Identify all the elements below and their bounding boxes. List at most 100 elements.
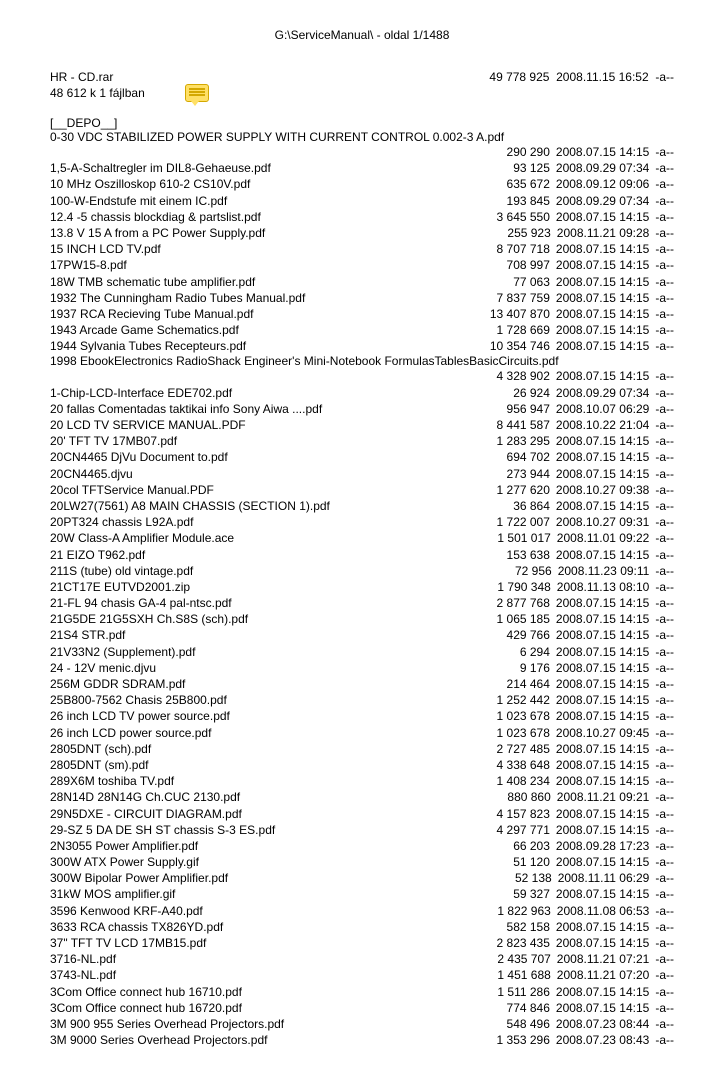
file-date: 2008.07.15 14:15 [556, 241, 649, 257]
file-list: 1-Chip-LCD-Interface EDE702.pdf26 924200… [50, 385, 674, 1049]
file-size: 2 877 768 [232, 595, 556, 611]
file-name: 2805DNT (sm).pdf [50, 757, 148, 773]
file-name: 21S4 STR.pdf [50, 627, 125, 643]
file-attr: -a-- [649, 144, 674, 160]
file-date: 2008.11.21 09:21 [557, 789, 650, 805]
file-attr: -a-- [649, 935, 674, 951]
file-date: 2008.07.15 14:15 [556, 498, 649, 514]
file-attr: -a-- [649, 274, 674, 290]
file-size: 9 176 [156, 660, 556, 676]
comment-icon[interactable] [185, 84, 209, 102]
file-date: 2008.11.21 07:21 [557, 951, 650, 967]
file-date: 2008.07.15 14:15 [556, 886, 649, 902]
file-row: 20LW27(7561) A8 MAIN CHASSIS (SECTION 1)… [50, 498, 674, 514]
file-row: 1,5-A-Schaltregler im DIL8-Gehaeuse.pdf9… [50, 160, 674, 176]
file-date: 2008.07.15 14:15 [556, 741, 649, 757]
file-name: 29-SZ 5 DA DE SH ST chassis S-3 ES.pdf [50, 822, 275, 838]
file-size: 4 297 771 [275, 822, 556, 838]
file-size: 1 023 678 [211, 725, 555, 741]
file-row: 3M 9000 Series Overhead Projectors.pdf1 … [50, 1032, 674, 1048]
file-name: 31kW MOS amplifier.gif [50, 886, 175, 902]
file-date: 2008.07.15 14:15 [556, 676, 649, 692]
file-size: 1 728 669 [239, 322, 556, 338]
file-date: 2008.07.23 08:43 [556, 1032, 649, 1048]
file-date: 2008.07.15 14:15 [556, 854, 649, 870]
file-row: 29-SZ 5 DA DE SH ST chassis S-3 ES.pdf4 … [50, 822, 674, 838]
file-row: 20 LCD TV SERVICE MANUAL.PDF8 441 587200… [50, 417, 674, 433]
file-size: 1 353 296 [267, 1032, 555, 1048]
file-attr: -a-- [649, 806, 674, 822]
file-row: 13.8 V 15 A from a PC Power Supply.pdf25… [50, 225, 674, 241]
file-name: 26 inch LCD power source.pdf [50, 725, 211, 741]
file-attr: -a-- [649, 225, 674, 241]
file-size: 1 065 185 [248, 611, 556, 627]
file-size: 153 638 [145, 547, 556, 563]
file-row: 20W Class-A Amplifier Module.ace1 501 01… [50, 530, 674, 546]
file-date: 2008.07.15 14:15 [556, 984, 649, 1000]
file-name: 37" TFT TV LCD 17MB15.pdf [50, 935, 206, 951]
file-attr: -a-- [649, 919, 674, 935]
file-date: 2008.07.15 14:15 [556, 611, 649, 627]
file-size: 77 063 [255, 274, 556, 290]
file-row: 18W TMB schematic tube amplifier.pdf77 0… [50, 274, 674, 290]
file-attr: -a-- [649, 789, 674, 805]
file-size: 956 947 [322, 401, 556, 417]
file-name: 256M GDDR SDRAM.pdf [50, 676, 185, 692]
file-date: 2008.07.15 14:15 [556, 338, 649, 354]
file-date: 2008.07.15 14:15 [556, 547, 649, 563]
file-row: 31kW MOS amplifier.gif59 3272008.07.15 1… [50, 886, 674, 902]
file-date: 2008.07.15 14:15 [556, 322, 649, 338]
file-date: 2008.07.15 14:15 [556, 433, 649, 449]
file-attr: -a-- [649, 563, 674, 579]
file-attr: -a-- [649, 368, 674, 384]
file-row: 28N14D 28N14G Ch.CUC 2130.pdf880 8602008… [50, 789, 674, 805]
file-date: 2008.11.01 09:22 [557, 530, 650, 546]
file-attr: -a-- [649, 433, 674, 449]
file-size: 1 511 286 [242, 984, 556, 1000]
file-size: 59 327 [175, 886, 556, 902]
file-date: 2008.07.15 14:15 [556, 692, 649, 708]
file-name: 20 fallas Comentadas taktikai info Sony … [50, 401, 322, 417]
file-name: 3596 Kenwood KRF-A40.pdf [50, 903, 203, 919]
file-row: 256M GDDR SDRAM.pdf214 4642008.07.15 14:… [50, 676, 674, 692]
file-name: 100-W-Endstufe mit einem IC.pdf [50, 193, 227, 209]
file-date: 2008.07.15 14:15 [556, 466, 649, 482]
file-attr: -a-- [649, 417, 674, 433]
file-attr: -a-- [649, 241, 674, 257]
file-date: 2008.11.21 09:28 [557, 225, 650, 241]
file-name: 300W Bipolar Power Amplifier.pdf [50, 870, 228, 886]
file-date: 2008.07.15 14:15 [556, 257, 649, 273]
file-name: 20PT324 chassis L92A.pdf [50, 514, 193, 530]
file-name: 1,5-A-Schaltregler im DIL8-Gehaeuse.pdf [50, 160, 271, 176]
file-name: 20col TFTService Manual.PDF [50, 482, 214, 498]
file-row: 21CT17E EUTVD2001.zip1 790 3482008.11.13… [50, 579, 674, 595]
file-name: 29N5DXE - CIRCUIT DIAGRAM.pdf [50, 806, 242, 822]
file-name: 24 - 12V menic.djvu [50, 660, 156, 676]
file-attr: -a-- [649, 627, 674, 643]
file-name: 18W TMB schematic tube amplifier.pdf [50, 274, 255, 290]
file-name: 3633 RCA chassis TX826YD.pdf [50, 919, 223, 935]
file-name: 3Com Office connect hub 16720.pdf [50, 1000, 242, 1016]
file-row: 3M 900 955 Series Overhead Projectors.pd… [50, 1016, 674, 1032]
file-row: 2805DNT (sm).pdf4 338 6482008.07.15 14:1… [50, 757, 674, 773]
file-row: 100-W-Endstufe mit einem IC.pdf193 84520… [50, 193, 674, 209]
file-date: 2008.10.27 09:45 [556, 725, 649, 741]
file-date: 2008.07.23 08:44 [556, 1016, 649, 1032]
file-size: 1 790 348 [190, 579, 557, 595]
file-size: 582 158 [223, 919, 556, 935]
file-row: 12.4 -5 chassis blockdiag & partslist.pd… [50, 209, 674, 225]
file-date: 2008.09.29 07:34 [556, 385, 649, 401]
file-row: 289X6M toshiba TV.pdf1 408 2342008.07.15… [50, 773, 674, 789]
file-name: 1-Chip-LCD-Interface EDE702.pdf [50, 385, 232, 401]
file-attr: -a-- [649, 644, 674, 660]
file-date: 2008.07.15 14:15 [556, 660, 649, 676]
file-size: 1 722 007 [193, 514, 555, 530]
file-size: 2 435 707 [116, 951, 557, 967]
file-date: 2008.09.29 07:34 [556, 160, 649, 176]
file-attr: -a-- [649, 290, 674, 306]
file-attr: -a-- [649, 449, 674, 465]
file-size: 13 407 870 [253, 306, 555, 322]
file-row: 211S (tube) old vintage.pdf72 9562008.11… [50, 563, 674, 579]
file-size: 193 845 [227, 193, 556, 209]
file-date: 2008.07.15 14:15 [556, 144, 649, 160]
